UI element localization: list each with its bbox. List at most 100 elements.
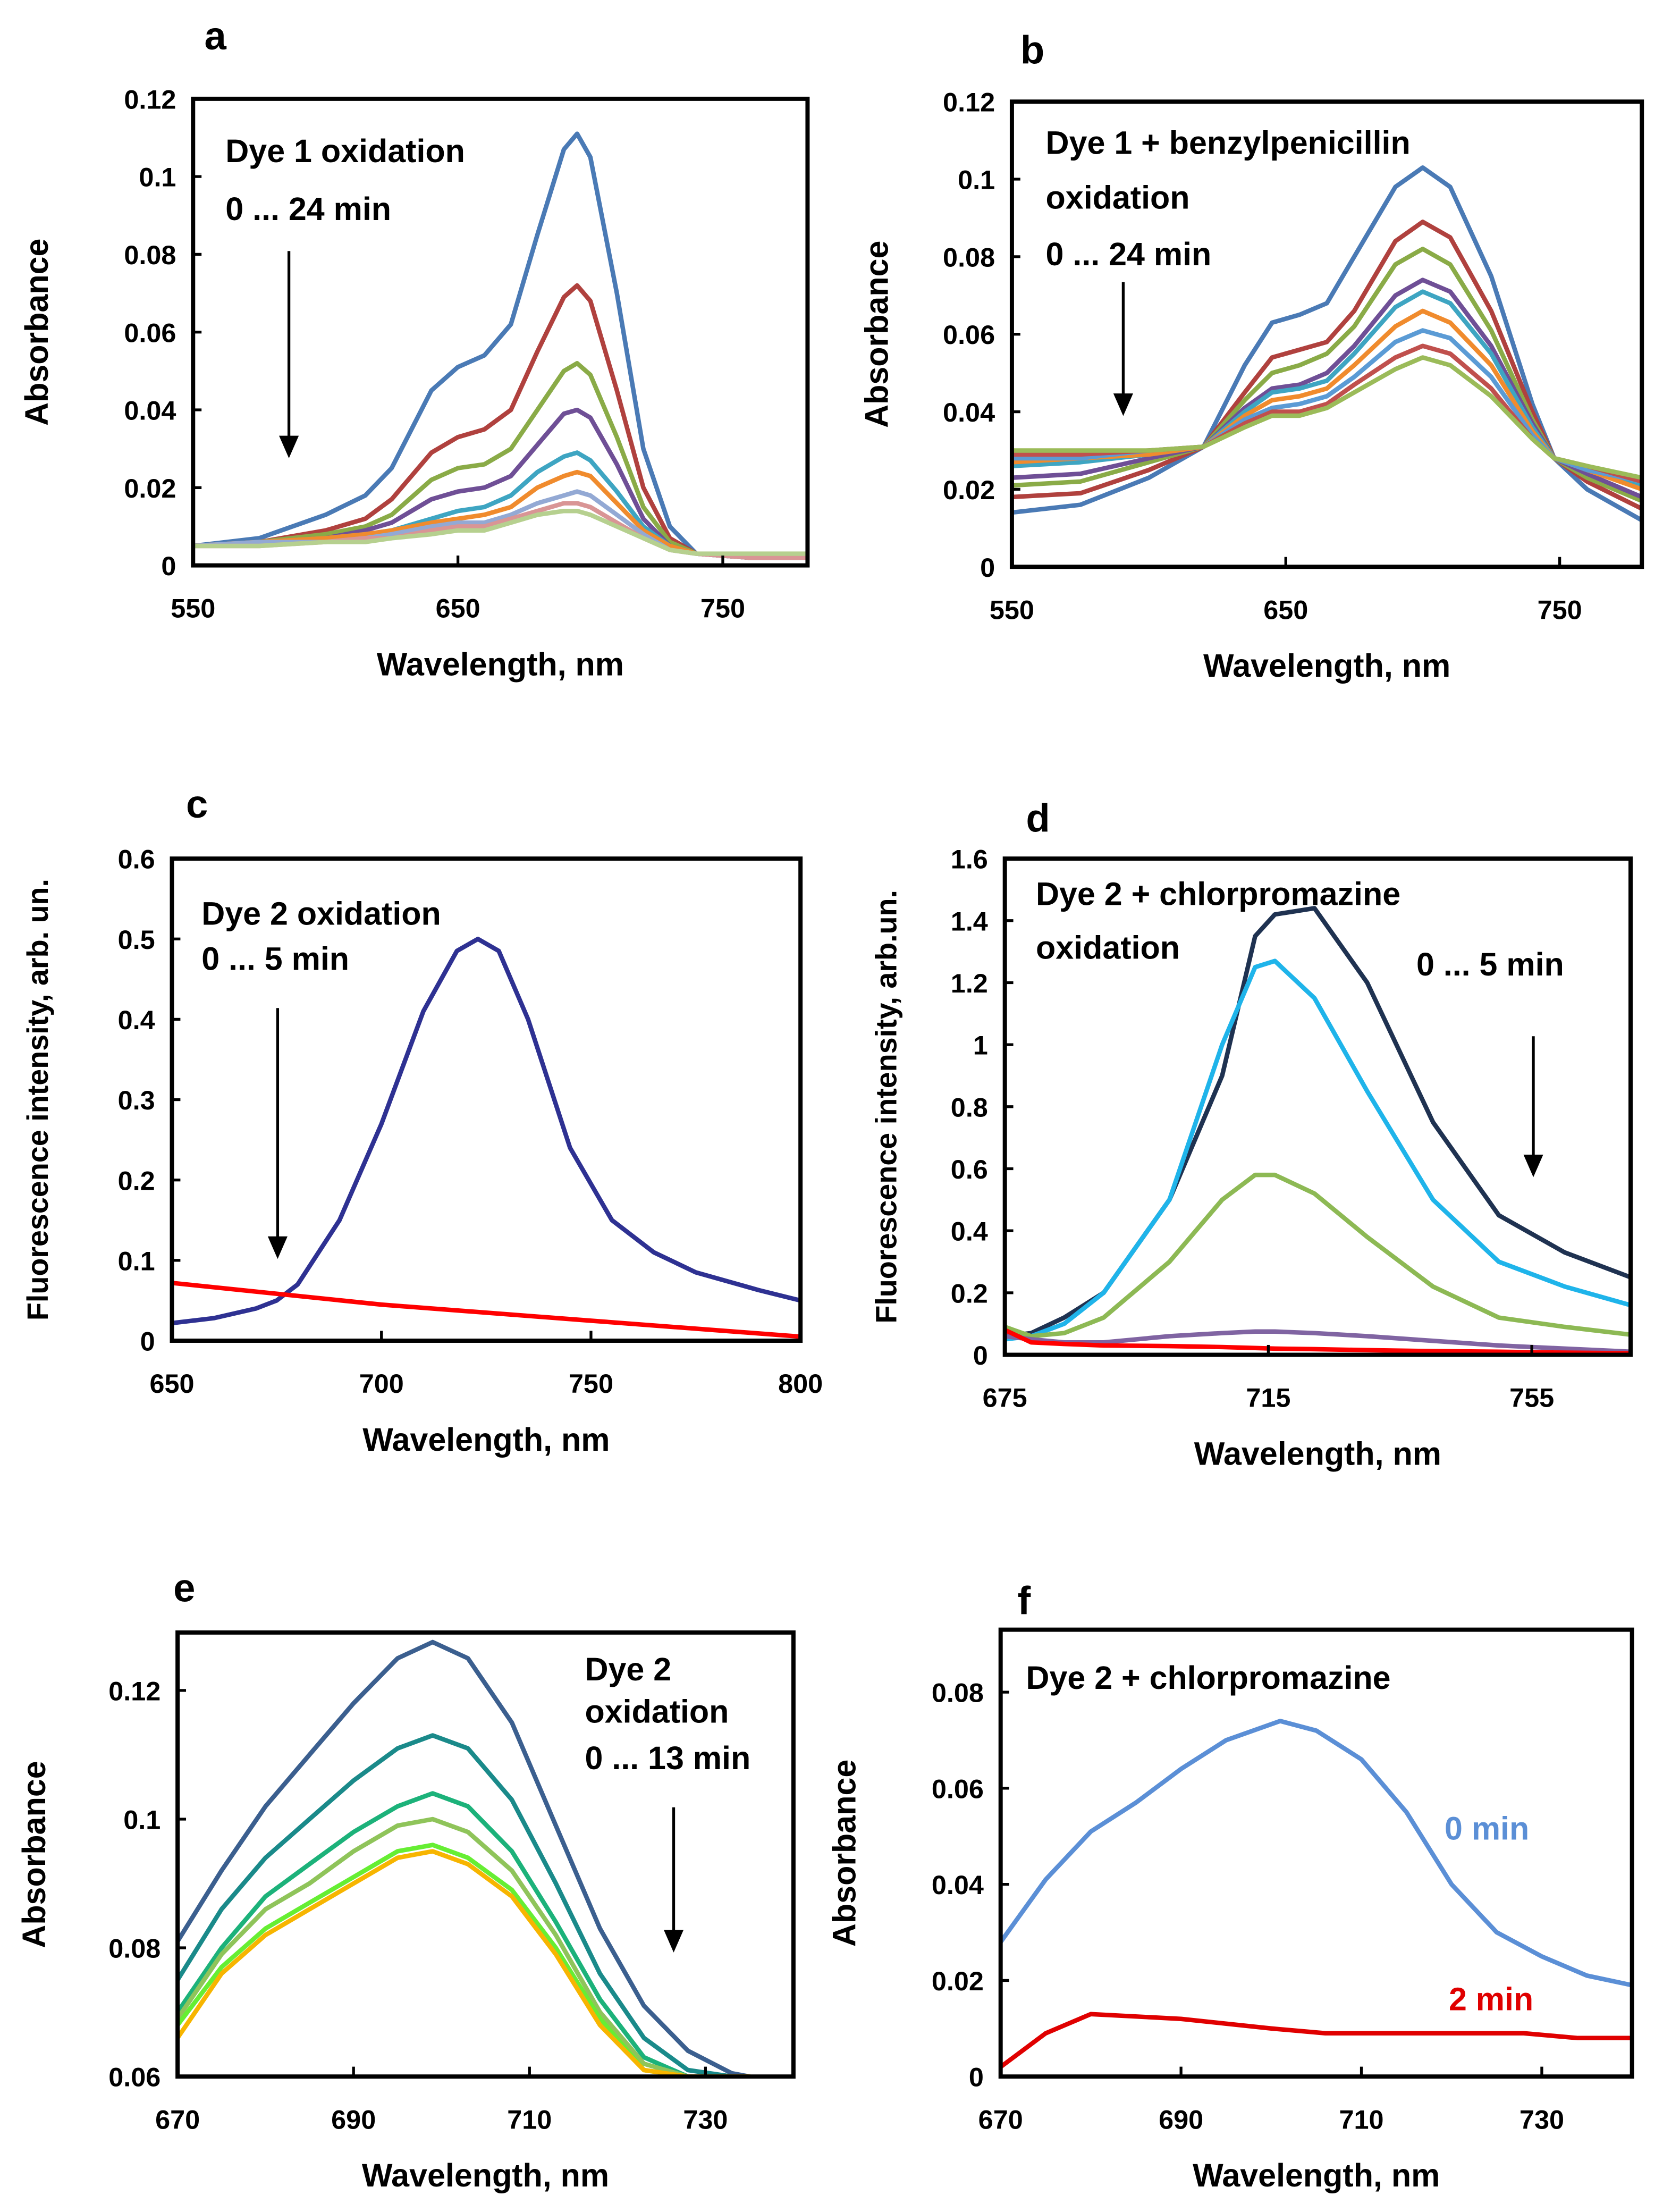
x-tick-label: 690	[331, 2104, 376, 2134]
y-tick-label: 1	[973, 1030, 988, 1061]
x-tick-label: 650	[1263, 594, 1308, 625]
y-axis-title: Absorbance	[16, 1761, 52, 1948]
y-tick-label: 0.6	[118, 844, 155, 874]
series-line-2	[1000, 2012, 1632, 2070]
y-tick-label: 0.04	[943, 397, 995, 427]
panel-letter: e	[173, 1566, 195, 1610]
series-group	[1011, 165, 1642, 523]
x-tick-label: 750	[569, 1368, 613, 1399]
y-tick-label: 0	[969, 2062, 984, 2092]
annotation-text: 0 ... 13 min	[585, 1740, 750, 1776]
series-line-1	[172, 937, 801, 1326]
y-axis-title: Absorbance	[859, 241, 895, 428]
y-tick-label: 0.04	[124, 396, 176, 426]
annotation-text: oxidation	[1046, 180, 1190, 216]
series-label: 2 min	[1449, 1981, 1533, 2017]
chart-panel-d: d 0 0.2 0.4 0.6 0.8 1 1.2 1.4 1.6 675 715 755 Wavelen…	[870, 796, 1633, 1471]
x-tick-label: 715	[1246, 1383, 1290, 1413]
x-axis-title: Wavelength, nm	[1193, 2157, 1440, 2193]
panel-letter: a	[204, 14, 226, 58]
y-tick-label: 0.5	[118, 924, 155, 955]
y-tick-label: 0.04	[932, 1870, 984, 1900]
y-tick-label: 1.2	[951, 968, 988, 998]
arrow-head-icon	[279, 435, 299, 459]
y-tick-label: 0.06	[943, 319, 995, 350]
x-tick-label: 650	[149, 1368, 194, 1399]
y-tick-label: 0.3	[118, 1085, 155, 1115]
panel-letter: f	[1018, 1578, 1031, 1622]
y-tick-label: 1.6	[951, 844, 988, 874]
x-tick-label: 670	[155, 2104, 200, 2134]
annotation-text: oxidation	[1036, 929, 1180, 965]
y-tick-label: 1.4	[951, 906, 988, 936]
y-tick-label: 0.06	[108, 2062, 161, 2092]
y-tick-label: 0.08	[943, 242, 995, 272]
series-group	[1004, 906, 1631, 1355]
series-group	[1000, 1719, 1632, 2070]
annotation-text: oxidation	[585, 1694, 729, 1730]
y-tick-label: 0.08	[124, 240, 176, 270]
y-axis-title: Fluorescence intensity, arb. un.	[21, 879, 54, 1321]
annotation-text: Dye 2 + chlorpromazine	[1036, 876, 1400, 912]
arrow-head-icon	[1113, 393, 1133, 416]
y-tick-label: 0.2	[951, 1278, 988, 1308]
plot-frame	[1009, 99, 1644, 569]
series-line-1	[178, 1639, 752, 2077]
y-tick-label: 0	[140, 1326, 155, 1357]
y-tick-label: 0.1	[139, 162, 176, 192]
x-tick-label: 675	[983, 1383, 1027, 1413]
panel-letter: d	[1026, 796, 1050, 840]
series-group	[172, 937, 801, 1339]
y-tick-label: 0.08	[932, 1678, 984, 1708]
y-tick-label: 0.4	[951, 1216, 988, 1247]
series-line-2	[1011, 220, 1642, 511]
x-axis-title: Wavelength, nm	[362, 2157, 609, 2193]
y-tick-label: 0.06	[124, 317, 176, 348]
chart-panel-f: f 0 0.02 0.04 0.06 0.08 670 690 710 730 Wavelength…	[826, 1578, 1634, 2193]
chart-panel-e: e 0.06 0.08 0.1 0.12 670 690 710 730 Wavelength, …	[16, 1566, 796, 2193]
arrow-head-icon	[267, 1236, 288, 1259]
series-group	[178, 1639, 752, 2077]
series-line-3	[1004, 1172, 1631, 1339]
y-axis-title: Fluorescence intensity, arb.un.	[870, 890, 902, 1324]
series-label: 0 min	[1445, 1811, 1529, 1847]
y-tick-label: 0.1	[118, 1246, 155, 1276]
x-tick-label: 755	[1509, 1383, 1554, 1413]
x-axis-title: Wavelength, nm	[377, 646, 624, 682]
y-tick-label: 0.08	[108, 1933, 161, 1964]
x-axis-title: Wavelength, nm	[1194, 1435, 1441, 1471]
x-tick-label: 750	[700, 593, 745, 624]
series-line-9	[193, 508, 808, 556]
annotation-text: Dye 2 + chlorpromazine	[1026, 1660, 1390, 1696]
y-tick-label: 0.8	[951, 1092, 988, 1122]
panel-letter: b	[1020, 28, 1044, 72]
series-line-5	[178, 1843, 752, 2077]
y-tick-label: 0.1	[123, 1805, 161, 1835]
y-tick-label: 0.12	[108, 1676, 161, 1706]
annotation-text: 0 ... 5 min	[201, 941, 349, 977]
x-tick-label: 710	[507, 2104, 552, 2134]
series-line-9	[1011, 355, 1642, 480]
series-line-1	[1004, 906, 1631, 1339]
x-axis-title: Wavelength, nm	[1203, 647, 1450, 684]
y-tick-label: 0.12	[124, 84, 176, 114]
annotation-text: 0 ... 24 min	[1046, 236, 1212, 272]
y-tick-label: 0.02	[932, 1966, 984, 1996]
y-tick-label: 0	[161, 551, 176, 581]
y-tick-label: 0	[973, 1340, 988, 1370]
annotation-text: 0 ... 24 min	[225, 191, 391, 227]
x-axis-title: Wavelength, nm	[362, 1422, 610, 1458]
x-tick-label: 800	[778, 1368, 823, 1399]
arrow-head-icon	[663, 1930, 684, 1953]
series-line-6	[193, 469, 808, 560]
series-line-6	[178, 1849, 752, 2077]
series-line-1	[193, 131, 808, 560]
y-tick-label: 0.06	[932, 1773, 984, 1804]
annotation-text: Dye 2	[585, 1651, 671, 1687]
x-tick-label: 650	[436, 593, 480, 624]
series-line-3	[193, 361, 808, 560]
annotation-text: Dye 2 oxidation	[201, 896, 441, 932]
x-tick-label: 700	[359, 1368, 404, 1399]
y-tick-label: 0.6	[951, 1154, 988, 1184]
